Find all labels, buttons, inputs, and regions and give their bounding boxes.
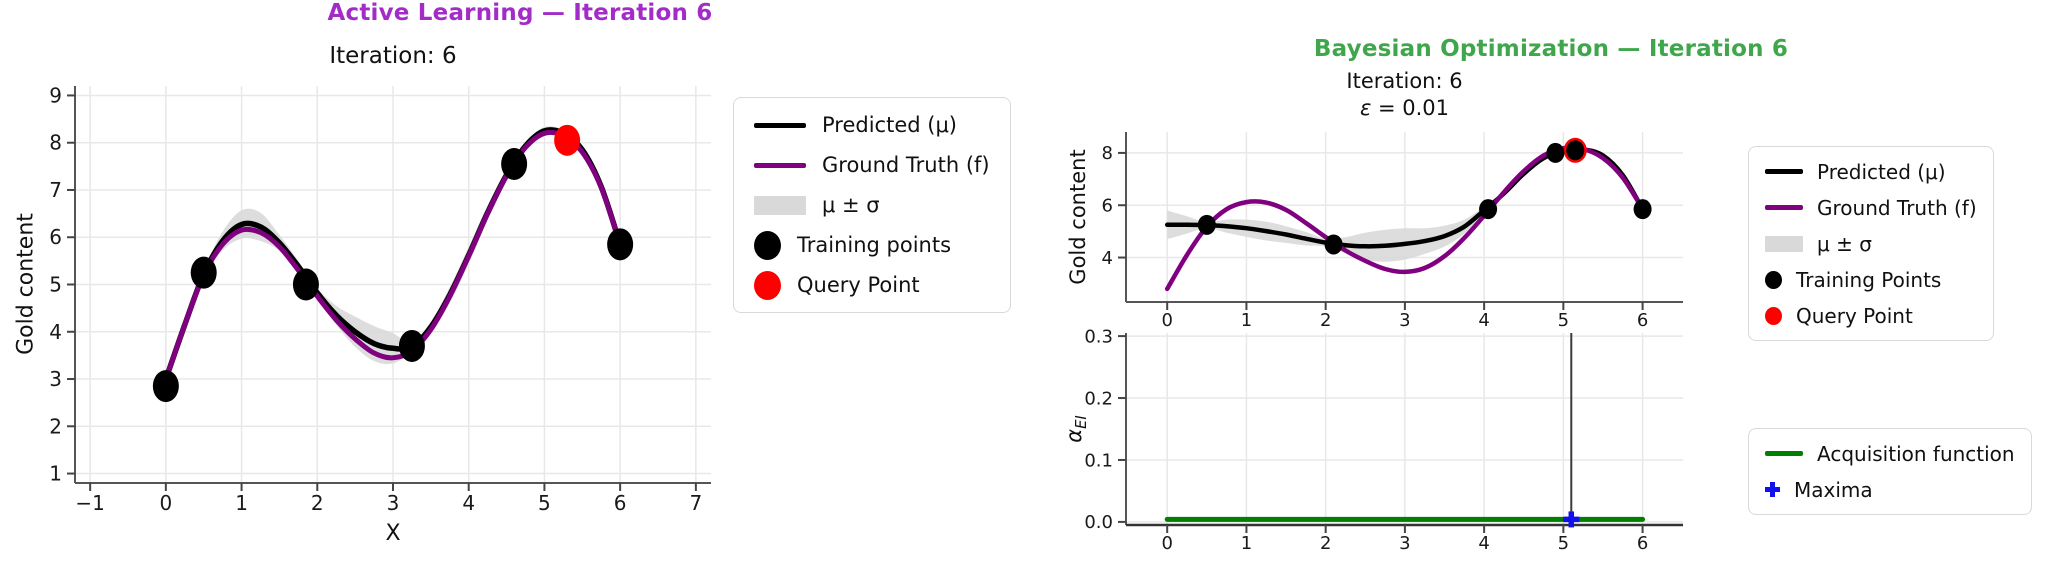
bo-acquisition-ylabel: αEI [1061,415,1091,443]
svg-text:4: 4 [1478,533,1489,554]
legend-patch-swatch [754,195,806,215]
svg-text:2: 2 [49,414,62,438]
legend-item: Predicted (μ) [754,110,990,140]
svg-text:6: 6 [1637,310,1648,331]
legend-dot-swatch [1765,306,1782,325]
legend-label: Maxima [1794,477,1873,502]
svg-text:1: 1 [1241,310,1252,331]
svg-text:7: 7 [689,491,702,515]
svg-text:7: 7 [49,178,62,202]
svg-text:3: 3 [1399,533,1410,554]
legend-item: Training Points [1765,266,1977,293]
svg-text:0.0: 0.0 [1084,512,1113,533]
legend-item: Maxima [1765,476,2015,503]
active-learning-suptitle: Active Learning — Iteration 6 [327,0,713,26]
legend-item: Predicted (μ) [1765,158,1977,185]
legend-label: μ ± σ [822,193,880,217]
legend-label: Training Points [1796,267,1942,292]
legend-line-swatch [754,162,806,168]
svg-text:2: 2 [1320,310,1331,331]
legend-item: Acquisition function [1765,440,2015,467]
svg-text:0.3: 0.3 [1084,326,1113,347]
active-learning-axes-title: Iteration: 6 [329,43,457,69]
legend-dot-swatch [754,270,781,300]
legend-item: μ ± σ [754,190,990,220]
legend-label: Training points [797,233,952,257]
legend-patch-swatch [1765,235,1803,252]
bo-surrogate-legend: Predicted (μ) Ground Truth (f) μ ± σ Traini… [1748,146,1994,341]
svg-text:0: 0 [1161,533,1172,554]
svg-text:9: 9 [49,83,62,107]
bo-axes-title: Iteration: 6 ε = 0.01 [1126,68,1683,122]
svg-text:5: 5 [1558,533,1569,554]
bo-axes-title-line1: Iteration: 6 [1346,69,1463,93]
legend-line-swatch [1765,169,1803,174]
bo-surrogate-ylabel: Gold content [1066,149,1090,285]
bo-surrogate-plot: 4 6 8 0 1 2 3 4 5 6 [1102,132,1683,331]
svg-text:3: 3 [49,367,62,391]
svg-text:1: 1 [235,491,248,515]
legend-item: Query Point [754,270,990,300]
bo-acquisition-legend: Acquisition function Maxima [1748,428,2032,515]
bo-acquisition-plot: 0.0 0.1 0.2 0.3 0 1 2 3 4 5 6 [1084,326,1683,554]
svg-text:8: 8 [1102,143,1113,164]
svg-text:1: 1 [49,462,62,486]
active-learning-plot: 1 2 3 4 5 6 7 8 9 −1 0 1 2 3 4 5 6 7 [49,83,711,515]
bayesian-optimization-suptitle: Bayesian Optimization — Iteration 6 [1313,36,1789,62]
legend-dot-swatch [1765,270,1782,289]
svg-text:6: 6 [1637,533,1648,554]
svg-text:0: 0 [1161,310,1172,331]
legend-label: Query Point [1796,303,1913,328]
legend-label: Ground Truth (f) [822,153,990,177]
svg-text:2: 2 [311,491,324,515]
legend-item: Ground Truth (f) [754,150,990,180]
legend-line-swatch [754,122,806,128]
svg-text:0.2: 0.2 [1084,388,1113,409]
legend-line-swatch [1765,451,1803,456]
legend-item: Ground Truth (f) [1765,194,1977,221]
svg-text:4: 4 [1478,310,1489,331]
svg-text:3: 3 [387,491,400,515]
legend-label: Acquisition function [1817,441,2015,466]
legend-label: Ground Truth (f) [1817,195,1977,220]
legend-dot-swatch [754,230,781,260]
svg-text:6: 6 [49,225,62,249]
bo-axes-title-line2: ε = 0.01 [1359,96,1450,120]
svg-text:8: 8 [49,131,62,155]
svg-text:5: 5 [538,491,551,515]
legend-label: Predicted (μ) [1817,159,1946,184]
svg-text:0.1: 0.1 [1084,450,1113,471]
svg-text:2: 2 [1320,533,1331,554]
active-learning-legend: Predicted (μ) Ground Truth (f) μ ± σ Traini… [733,97,1011,313]
svg-text:5: 5 [49,273,62,297]
svg-text:4: 4 [1102,248,1113,269]
legend-label: μ ± σ [1817,231,1872,256]
legend-item: μ ± σ [1765,230,1977,257]
svg-text:4: 4 [49,320,62,344]
svg-text:1: 1 [1241,533,1252,554]
svg-text:0: 0 [159,491,172,515]
legend-label: Predicted (μ) [822,113,958,137]
active-learning-xlabel: X [385,521,401,546]
legend-item: Query Point [1765,302,1977,329]
svg-text:4: 4 [462,491,475,515]
legend-item: Training points [754,230,990,260]
svg-text:6: 6 [614,491,627,515]
active-learning-ylabel: Gold content [13,213,39,355]
svg-text:5: 5 [1558,310,1569,331]
svg-text:6: 6 [1102,196,1113,217]
legend-label: Query Point [797,273,920,297]
svg-text:−1: −1 [75,491,104,515]
legend-plus-swatch [1765,482,1780,497]
svg-text:3: 3 [1399,310,1410,331]
legend-line-swatch [1765,205,1803,210]
